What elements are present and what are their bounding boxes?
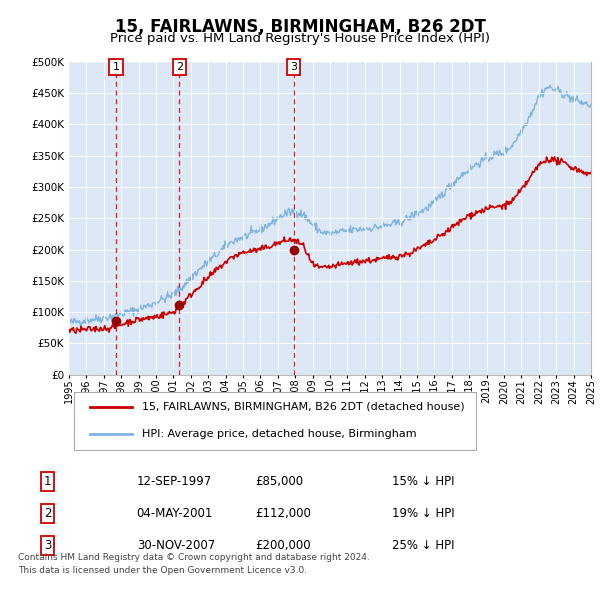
Text: 25% ↓ HPI: 25% ↓ HPI [392, 539, 455, 552]
Text: 15% ↓ HPI: 15% ↓ HPI [392, 475, 455, 488]
Text: 12-SEP-1997: 12-SEP-1997 [137, 475, 212, 488]
Text: £200,000: £200,000 [256, 539, 311, 552]
Text: 1: 1 [44, 475, 52, 488]
Text: Price paid vs. HM Land Registry's House Price Index (HPI): Price paid vs. HM Land Registry's House … [110, 32, 490, 45]
Text: £85,000: £85,000 [256, 475, 304, 488]
Text: 15, FAIRLAWNS, BIRMINGHAM, B26 2DT: 15, FAIRLAWNS, BIRMINGHAM, B26 2DT [115, 18, 485, 36]
FancyBboxPatch shape [74, 392, 476, 450]
Text: Contains HM Land Registry data © Crown copyright and database right 2024.
This d: Contains HM Land Registry data © Crown c… [18, 553, 370, 575]
Text: 3: 3 [290, 62, 298, 72]
Text: 2: 2 [176, 62, 183, 72]
Text: 30-NOV-2007: 30-NOV-2007 [137, 539, 215, 552]
Text: 04-MAY-2001: 04-MAY-2001 [137, 507, 213, 520]
Text: 3: 3 [44, 539, 51, 552]
Text: HPI: Average price, detached house, Birmingham: HPI: Average price, detached house, Birm… [142, 429, 417, 439]
Text: 1: 1 [112, 62, 119, 72]
Text: 15, FAIRLAWNS, BIRMINGHAM, B26 2DT (detached house): 15, FAIRLAWNS, BIRMINGHAM, B26 2DT (deta… [142, 402, 465, 412]
Text: 19% ↓ HPI: 19% ↓ HPI [392, 507, 455, 520]
Text: £112,000: £112,000 [256, 507, 311, 520]
Text: 2: 2 [44, 507, 52, 520]
